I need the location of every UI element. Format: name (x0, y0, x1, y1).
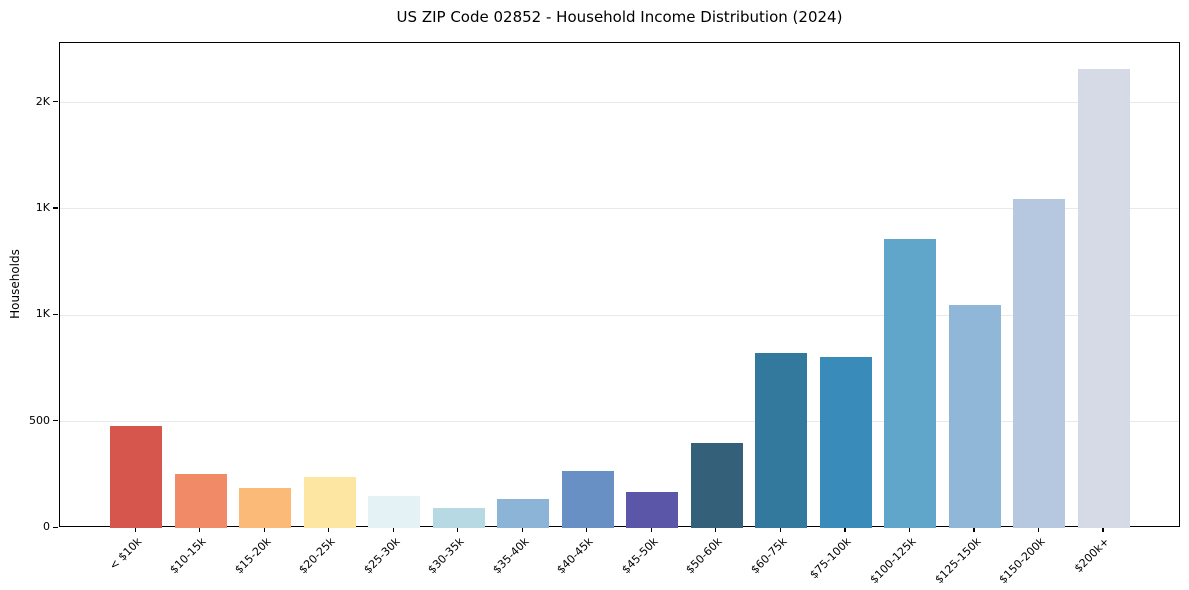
x-tick-label-text: $10-15k (167, 535, 209, 577)
bar (561, 470, 614, 528)
bar (755, 352, 808, 528)
bar (497, 499, 550, 528)
plot-area (59, 42, 1180, 528)
x-tick-mark (1102, 528, 1104, 532)
bar (626, 491, 679, 528)
bar (303, 476, 356, 528)
bar (819, 356, 872, 528)
y-tick-mark (53, 313, 58, 315)
x-tick-mark (457, 528, 459, 532)
x-tick-label-text: < $10k (106, 535, 145, 573)
y-tick-mark (53, 420, 58, 422)
x-tick-label-text: $30-35k (425, 535, 467, 577)
x-tick-mark (586, 528, 588, 532)
bar (432, 507, 485, 528)
bar (368, 496, 421, 528)
x-tick-label-text: $40-45k (554, 535, 596, 577)
y-tick-mark (53, 101, 58, 103)
x-tick-label-text: $15-20k (231, 535, 274, 577)
bar (948, 304, 1001, 528)
x-tick-label-text: $45-50k (619, 535, 661, 577)
x-tick-label-text: $20-25k (296, 535, 338, 577)
x-tick-mark (715, 528, 717, 532)
x-tick-label-text: $60-75k (748, 535, 790, 577)
x-tick-mark (779, 528, 781, 532)
y-tick-mark (53, 526, 58, 528)
y-tick-mark (53, 207, 58, 209)
bar (110, 425, 162, 528)
x-tick-mark (1037, 528, 1040, 532)
x-tick-mark (908, 528, 911, 532)
bar (239, 487, 292, 528)
x-tick-label-text: $50-60k (683, 535, 725, 577)
x-tick-mark (973, 528, 975, 532)
y-tick-label: 0 (43, 520, 50, 533)
x-tick-label-text: $150-200k (996, 535, 1048, 587)
x-tick-mark (263, 528, 265, 532)
x-tick-mark (199, 528, 201, 532)
gridline (60, 208, 1179, 210)
y-tick-label: 1K (35, 200, 50, 214)
x-tick-mark (328, 528, 330, 532)
bar (884, 238, 937, 528)
y-tick-label: 1K (35, 307, 50, 321)
x-tick-mark (521, 528, 523, 532)
x-tick-label-text: $200k+ (1072, 535, 1113, 576)
bar (174, 473, 227, 528)
y-tick-label: 2K (35, 94, 50, 108)
x-tick-label-text: $125-150k (931, 535, 984, 587)
gridline (60, 102, 1179, 104)
x-tick-mark (392, 528, 394, 532)
x-tick-mark (134, 528, 136, 532)
x-tick-label-text: $35-40k (490, 535, 532, 577)
y-tick-label: 500 (29, 413, 50, 427)
x-tick-label-text: $100-125k (867, 535, 919, 587)
x-tick-label-text: $75-100k (807, 535, 855, 582)
gridline (60, 314, 1179, 316)
x-tick-mark (844, 528, 846, 532)
x-tick-label-text: $25-30k (361, 535, 403, 577)
gridline (60, 421, 1179, 423)
x-tick-mark (650, 528, 652, 532)
bar (1013, 199, 1066, 528)
chart-title: US ZIP Code 02852 - Household Income Dis… (396, 8, 843, 26)
bar (690, 442, 743, 528)
bar (1077, 68, 1130, 528)
